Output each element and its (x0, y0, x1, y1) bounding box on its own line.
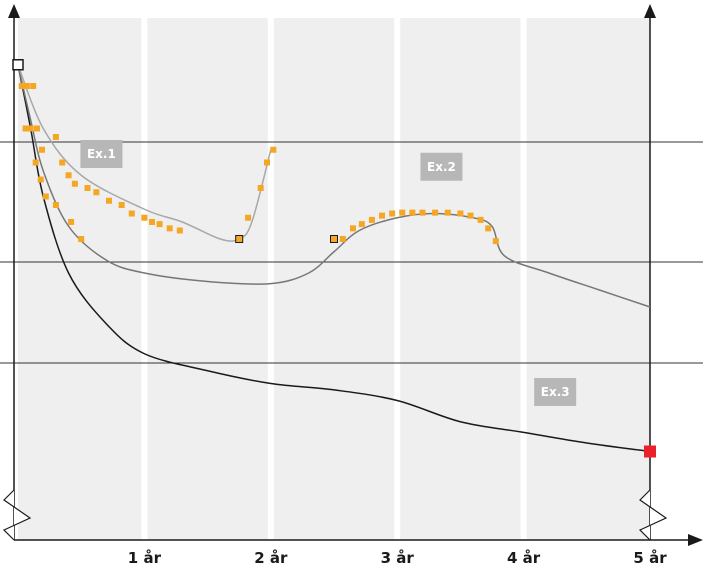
sample-marker (358, 221, 365, 228)
annotation-box (80, 140, 123, 168)
annotation-label: Ex.3 (541, 385, 570, 399)
sample-marker (176, 227, 183, 234)
annotation-label: Ex.1 (87, 147, 116, 161)
sample-marker (128, 210, 135, 217)
annotation-box (420, 152, 463, 181)
series-line-3 (17, 64, 272, 242)
sample-marker (492, 238, 499, 245)
sample-marker (432, 209, 439, 216)
sample-marker (32, 159, 39, 166)
band-separator (267, 18, 274, 540)
sample-marker (52, 134, 59, 140)
end-marker (644, 445, 656, 458)
x-tick-label: 2 år (254, 549, 288, 567)
sample-marker (166, 225, 173, 232)
axis-break-right (638, 489, 668, 541)
sample-marker (93, 189, 100, 196)
highlighted-marker (330, 235, 338, 243)
band-separator (520, 18, 527, 540)
annotations: Ex.1 Ex.2 Ex.3 (80, 140, 577, 406)
annotation-label: Ex.2 (427, 160, 456, 174)
sample-marker (457, 210, 464, 217)
band-separator (394, 18, 401, 540)
sample-marker (118, 202, 125, 208)
x-tick-label: 1 år (128, 549, 162, 567)
sample-marker (339, 236, 346, 242)
sample-marker (33, 125, 40, 132)
sample-marker (106, 197, 113, 204)
x-tick-label: 5 år (633, 549, 667, 567)
sample-marker (84, 185, 91, 191)
sample-marker (477, 216, 484, 223)
sample-marker (52, 202, 59, 208)
sample-marker (23, 83, 30, 89)
sample-marker (156, 221, 163, 228)
x-axis-arrow (688, 534, 703, 546)
sample-marker (485, 225, 492, 232)
sample-marker (71, 180, 78, 187)
y-axis-right-arrow (644, 4, 656, 18)
x-ticks: 1 år 2 år 3 år 4 år 5 år (128, 549, 667, 567)
sample-marker (27, 125, 34, 132)
sample-marker (30, 83, 37, 89)
sample-marker (65, 172, 72, 179)
sample-marker (148, 219, 155, 225)
highlighted-marker (235, 235, 244, 243)
y-axis-left-arrow (8, 4, 20, 18)
sample-marker (18, 83, 25, 89)
sample-marker (270, 146, 277, 153)
sample-marker (257, 185, 264, 191)
sample-marker (68, 219, 75, 225)
sample-marker (264, 159, 271, 166)
axis-break-left (2, 489, 32, 541)
sample-marker (245, 214, 252, 221)
annotation-box (534, 378, 577, 406)
sample-marker (59, 159, 66, 166)
sample-marker (39, 146, 46, 153)
sample-marker (349, 225, 356, 232)
sample-marker (78, 236, 85, 242)
plot-background (18, 18, 650, 540)
grid-bands (18, 18, 650, 540)
x-tick-label: 3 år (381, 549, 415, 567)
x-tick-label: 4 år (507, 549, 541, 567)
sample-marker (467, 212, 474, 219)
markers (12, 59, 656, 458)
sample-marker (141, 214, 148, 221)
sample-marker (42, 193, 49, 200)
band-separator (141, 18, 148, 540)
series-line-2 (17, 64, 651, 308)
sample-marker (419, 209, 426, 216)
sample-marker (399, 209, 406, 216)
sample-marker (444, 209, 451, 216)
sample-marker (368, 216, 375, 223)
sample-marker (389, 210, 396, 217)
sample-marker (22, 125, 29, 132)
sample-marker (409, 209, 416, 216)
sample-marker (379, 212, 386, 219)
start-marker (12, 59, 24, 71)
sample-marker (37, 176, 44, 183)
